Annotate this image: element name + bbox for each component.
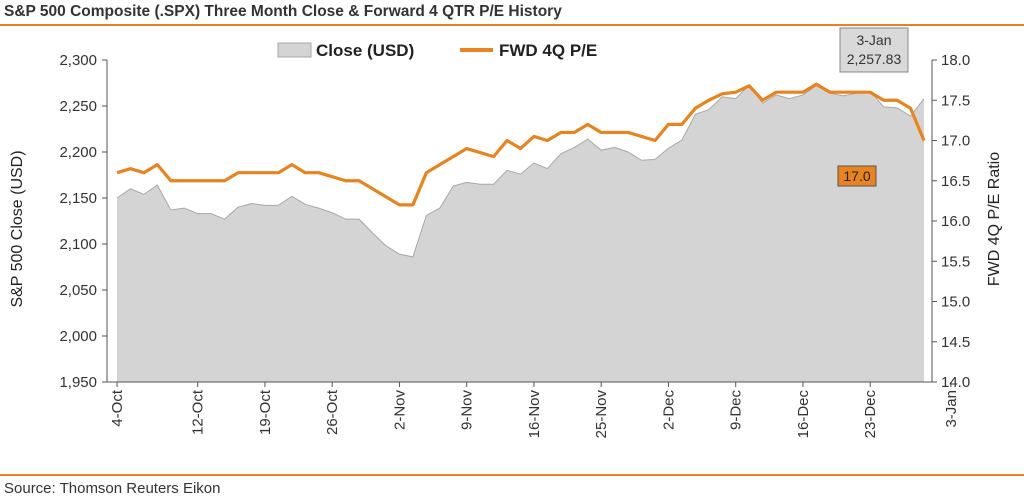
y-left-tick-label: 2,100 [59,236,97,253]
y-right-tick-label: 18.0 [941,52,970,69]
chart-svg: 1,950 2,000 2,050 2,100 2,150 2,200 2,250 2,300… [9,27,1003,438]
y-right-tick-label: 15.0 [941,294,970,311]
y-left-tick-label: 2,250 [59,98,97,115]
y-left-tick-label: 2,200 [59,144,97,161]
pe-callout-value: 17.0 [843,168,870,184]
x-tick-label: 19-Oct [257,389,274,435]
y-left-tick-label: 1,950 [59,374,97,391]
y-axis-left-title: S&P 500 Close (USD) [9,150,26,307]
close-callout-value: 2,257.83 [847,51,902,67]
legend-label-close: Close (USD) [316,41,414,60]
tick-labels-layer: 1,950 2,000 2,050 2,100 2,150 2,200 2,250 2,300… [59,52,970,438]
legend-label-pe: FWD 4Q P/E [499,41,597,60]
close-area [117,84,924,382]
y-right-tick-label: 16.5 [941,173,970,190]
pe-callout-box [837,165,877,187]
y-left-tick-label: 2,000 [59,328,97,345]
close-callout-date: 3-Jan [856,32,891,48]
x-tick-label: 3-Jan [943,390,960,428]
close-callout: 3-Jan 2,257.83 [839,27,909,73]
x-tick-label: 12-Oct [190,389,207,435]
pe-callout: 17.0 [837,165,877,187]
x-tick-label: 9-Dec [728,390,745,431]
x-tick-label: 23-Dec [862,390,879,439]
y-right-tick-label: 16.0 [941,213,970,230]
y-right-tick-label: 15.5 [941,253,970,270]
y-right-tick-label: 14.5 [941,334,970,351]
x-tick-label: 4-Oct [109,389,126,427]
close-area-layer [116,84,925,382]
x-tick-label: 9-Nov [459,390,476,431]
x-tick-label: 16-Dec [795,390,812,439]
x-tick-label: 25-Nov [593,390,610,439]
x-tick-label: 26-Oct [324,389,341,435]
y-left-tick-label: 2,150 [59,190,97,207]
y-left-tick-label: 2,050 [59,282,97,299]
y-axis-right-title: FWD 4Q P/E Ratio [986,152,1003,286]
top-divider [0,24,1024,26]
y-right-tick-label: 17.5 [941,92,970,109]
x-tick-label: 2-Nov [391,390,408,431]
close-area-outline [116,84,925,258]
legend: Close (USD) FWD 4Q P/E [277,41,597,60]
y-right-tick-label: 14.0 [941,374,970,391]
y-left-tick-label: 2,300 [59,52,97,69]
y-right-tick-label: 17.0 [941,133,970,150]
chart-title: S&P 500 Composite (.SPX) Three Month Clo… [4,3,562,20]
close-callout-box [839,27,909,73]
pe-line-layer [116,82,926,207]
source-note: Source: Thomson Reuters Eikon [4,480,221,497]
x-tick-label: 16-Nov [526,390,543,439]
x-tick-label: 2-Dec [660,390,677,431]
legend-swatch-close [277,42,312,58]
pe-line [116,82,926,207]
bottom-divider [0,474,1024,476]
axes-layer [102,59,952,387]
